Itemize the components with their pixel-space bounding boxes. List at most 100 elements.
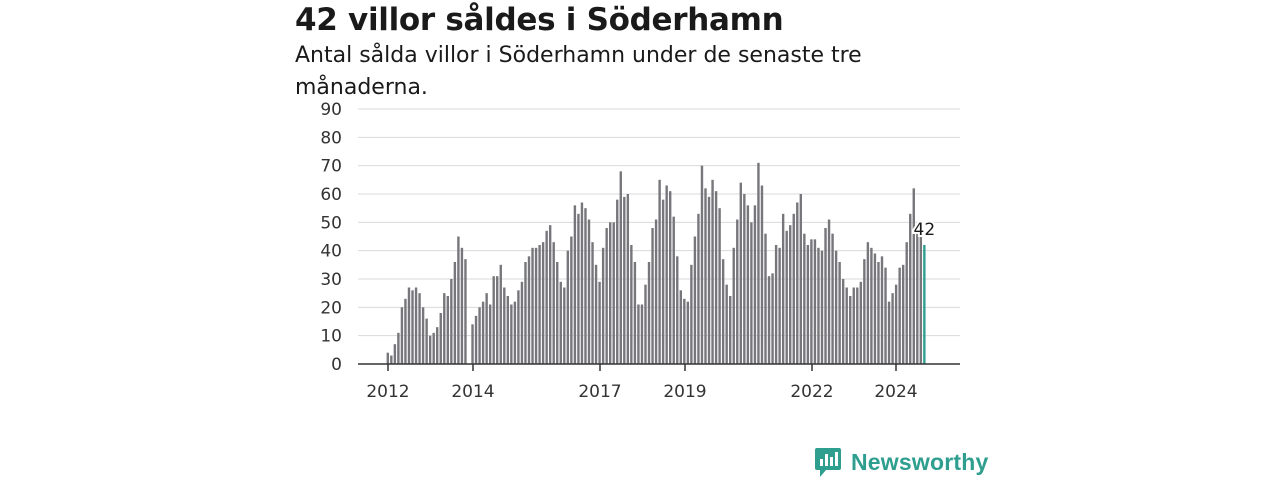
bar (587, 219, 591, 364)
bar (810, 239, 813, 364)
bar (436, 327, 439, 364)
y-tick-label: 0 (331, 355, 342, 375)
bar (651, 228, 654, 364)
bar (697, 213, 700, 364)
bar (538, 245, 541, 364)
bar (774, 245, 778, 364)
bar (827, 219, 831, 364)
highlight-value-label: 42 (914, 220, 936, 240)
bar (563, 287, 566, 364)
bar (729, 296, 732, 364)
bar (870, 247, 873, 364)
bar (799, 194, 803, 364)
bar (400, 307, 404, 364)
bar (644, 284, 647, 364)
bar (601, 247, 605, 364)
bar (428, 335, 432, 364)
bar (471, 324, 474, 364)
bar (658, 179, 661, 364)
bar (503, 287, 506, 364)
bar (584, 208, 587, 364)
bar (534, 247, 538, 364)
bar (757, 162, 760, 364)
bar (813, 239, 817, 364)
y-tick-label: 90 (320, 100, 342, 120)
bar (700, 165, 704, 364)
y-tick-label: 30 (320, 270, 342, 290)
y-tick-label: 80 (320, 128, 342, 148)
bar (570, 236, 573, 364)
bar (909, 213, 912, 364)
bar (849, 296, 852, 364)
bar (863, 259, 866, 364)
bar (654, 219, 658, 364)
bar (789, 225, 792, 364)
bar (517, 290, 520, 364)
bar (803, 233, 806, 364)
bar (894, 284, 898, 364)
bar (421, 307, 425, 364)
bar (432, 332, 435, 364)
bar (919, 236, 923, 364)
bar (880, 256, 884, 364)
bar (704, 188, 707, 364)
bar (718, 208, 721, 364)
bar (690, 264, 693, 364)
bar (457, 236, 460, 364)
bar (446, 296, 450, 364)
bar-chart: 0 10 20 30 40 50 60 70 80 90 42 2012 2014 2017 2019 202… (320, 100, 960, 402)
bar (912, 188, 915, 364)
bar (891, 293, 894, 364)
bar (714, 191, 718, 364)
y-tick-label: 70 (320, 157, 342, 177)
bar (513, 301, 517, 364)
bar (796, 202, 799, 364)
bar (598, 281, 601, 364)
bar (824, 228, 827, 364)
chart-title: 42 villor såldes i Söderhamn (295, 2, 784, 38)
bar (721, 259, 725, 364)
bar (707, 196, 711, 364)
x-tick-label: 2019 (663, 382, 706, 402)
bar (852, 287, 855, 364)
bar (633, 262, 637, 364)
bar (566, 250, 570, 364)
bar (439, 313, 442, 364)
y-tick-label: 50 (320, 213, 342, 233)
bar (746, 205, 750, 364)
bar (732, 247, 735, 364)
bar (485, 293, 488, 364)
bar (683, 298, 686, 364)
bar (739, 182, 742, 364)
bar (510, 304, 513, 364)
bar (665, 185, 668, 364)
bar (594, 264, 598, 364)
chart-subtitle: Antal sålda villor i Söderhamn under de … (295, 43, 862, 100)
bar (577, 213, 580, 364)
brand-name: Newsworthy (851, 448, 989, 475)
bar (605, 228, 608, 364)
bar (531, 247, 534, 364)
y-tick-label: 10 (320, 327, 342, 347)
newsworthy-icon (815, 448, 841, 477)
bar (856, 287, 859, 364)
x-tick-label: 2024 (874, 382, 917, 402)
bar (453, 262, 457, 364)
x-tick-label: 2014 (451, 382, 494, 402)
bar (905, 242, 908, 364)
bar (841, 279, 845, 364)
x-tick-label: 2022 (790, 382, 833, 402)
bar (760, 185, 764, 364)
bar (778, 247, 781, 364)
y-tick-label: 20 (320, 298, 342, 318)
bar (608, 222, 612, 364)
bar (669, 191, 672, 364)
bar (478, 307, 481, 364)
bar (831, 233, 834, 364)
bar (771, 273, 774, 364)
bar (806, 245, 810, 364)
bar (781, 213, 785, 364)
bar (541, 242, 545, 364)
bar (496, 276, 499, 364)
bar (559, 281, 562, 364)
